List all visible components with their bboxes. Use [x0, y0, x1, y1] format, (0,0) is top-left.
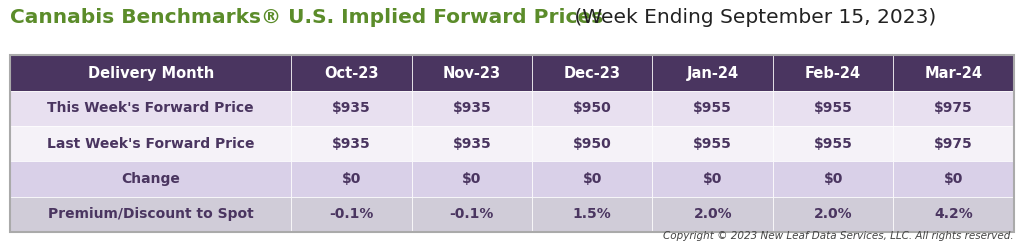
Bar — [893, 197, 1014, 232]
Bar — [652, 91, 773, 126]
Text: $935: $935 — [453, 101, 492, 115]
Bar — [291, 126, 412, 161]
Text: 2.0%: 2.0% — [693, 207, 732, 221]
Bar — [412, 91, 532, 126]
Bar — [412, 161, 532, 197]
Bar — [893, 55, 1014, 91]
Text: $0: $0 — [703, 172, 722, 186]
Text: $955: $955 — [693, 101, 732, 115]
Text: -0.1%: -0.1% — [330, 207, 374, 221]
Text: $0: $0 — [583, 172, 602, 186]
Bar — [532, 161, 652, 197]
Bar — [893, 126, 1014, 161]
Text: (Week Ending September 15, 2023): (Week Ending September 15, 2023) — [568, 8, 937, 27]
Bar — [291, 161, 412, 197]
Bar — [773, 161, 893, 197]
Text: $955: $955 — [693, 137, 732, 151]
Text: Copyright © 2023 New Leaf Data Services, LLC. All rights reserved.: Copyright © 2023 New Leaf Data Services,… — [664, 231, 1014, 241]
Text: Change: Change — [121, 172, 180, 186]
Text: -0.1%: -0.1% — [450, 207, 494, 221]
Bar — [893, 161, 1014, 197]
Bar — [773, 91, 893, 126]
Text: $975: $975 — [934, 101, 973, 115]
Bar — [412, 197, 532, 232]
Text: Cannabis Benchmarks® U.S. Implied Forward Prices: Cannabis Benchmarks® U.S. Implied Forwar… — [10, 8, 603, 27]
Bar — [773, 126, 893, 161]
Bar — [10, 161, 291, 197]
Text: $935: $935 — [453, 137, 492, 151]
Text: $975: $975 — [934, 137, 973, 151]
Bar — [773, 197, 893, 232]
Bar — [532, 55, 652, 91]
Bar — [10, 55, 291, 91]
Text: $955: $955 — [814, 137, 853, 151]
Text: Mar-24: Mar-24 — [925, 66, 983, 81]
Text: This Week's Forward Price: This Week's Forward Price — [47, 101, 254, 115]
Text: Feb-24: Feb-24 — [805, 66, 861, 81]
Bar — [893, 91, 1014, 126]
Bar — [652, 126, 773, 161]
Text: $950: $950 — [572, 101, 611, 115]
Text: 4.2%: 4.2% — [934, 207, 973, 221]
Text: $0: $0 — [342, 172, 361, 186]
Text: Delivery Month: Delivery Month — [88, 66, 214, 81]
Bar — [291, 197, 412, 232]
Bar — [652, 55, 773, 91]
Bar — [10, 197, 291, 232]
Text: Dec-23: Dec-23 — [564, 66, 621, 81]
Bar — [291, 91, 412, 126]
Text: $935: $935 — [332, 101, 371, 115]
Bar — [532, 126, 652, 161]
Bar — [291, 55, 412, 91]
Text: $935: $935 — [332, 137, 371, 151]
Bar — [532, 91, 652, 126]
Text: $0: $0 — [944, 172, 964, 186]
Text: Jan-24: Jan-24 — [687, 66, 738, 81]
Text: Nov-23: Nov-23 — [442, 66, 501, 81]
Bar — [10, 126, 291, 161]
Text: Oct-23: Oct-23 — [325, 66, 379, 81]
Text: $955: $955 — [814, 101, 853, 115]
Text: $950: $950 — [572, 137, 611, 151]
Bar — [773, 55, 893, 91]
Bar — [532, 197, 652, 232]
Bar — [412, 55, 532, 91]
Text: $0: $0 — [823, 172, 843, 186]
Text: 1.5%: 1.5% — [572, 207, 611, 221]
Text: $0: $0 — [462, 172, 481, 186]
Bar — [412, 126, 532, 161]
Text: Last Week's Forward Price: Last Week's Forward Price — [47, 137, 255, 151]
Text: Premium/Discount to Spot: Premium/Discount to Spot — [48, 207, 254, 221]
Text: 2.0%: 2.0% — [814, 207, 852, 221]
Bar — [652, 161, 773, 197]
Bar — [652, 197, 773, 232]
Bar — [10, 91, 291, 126]
